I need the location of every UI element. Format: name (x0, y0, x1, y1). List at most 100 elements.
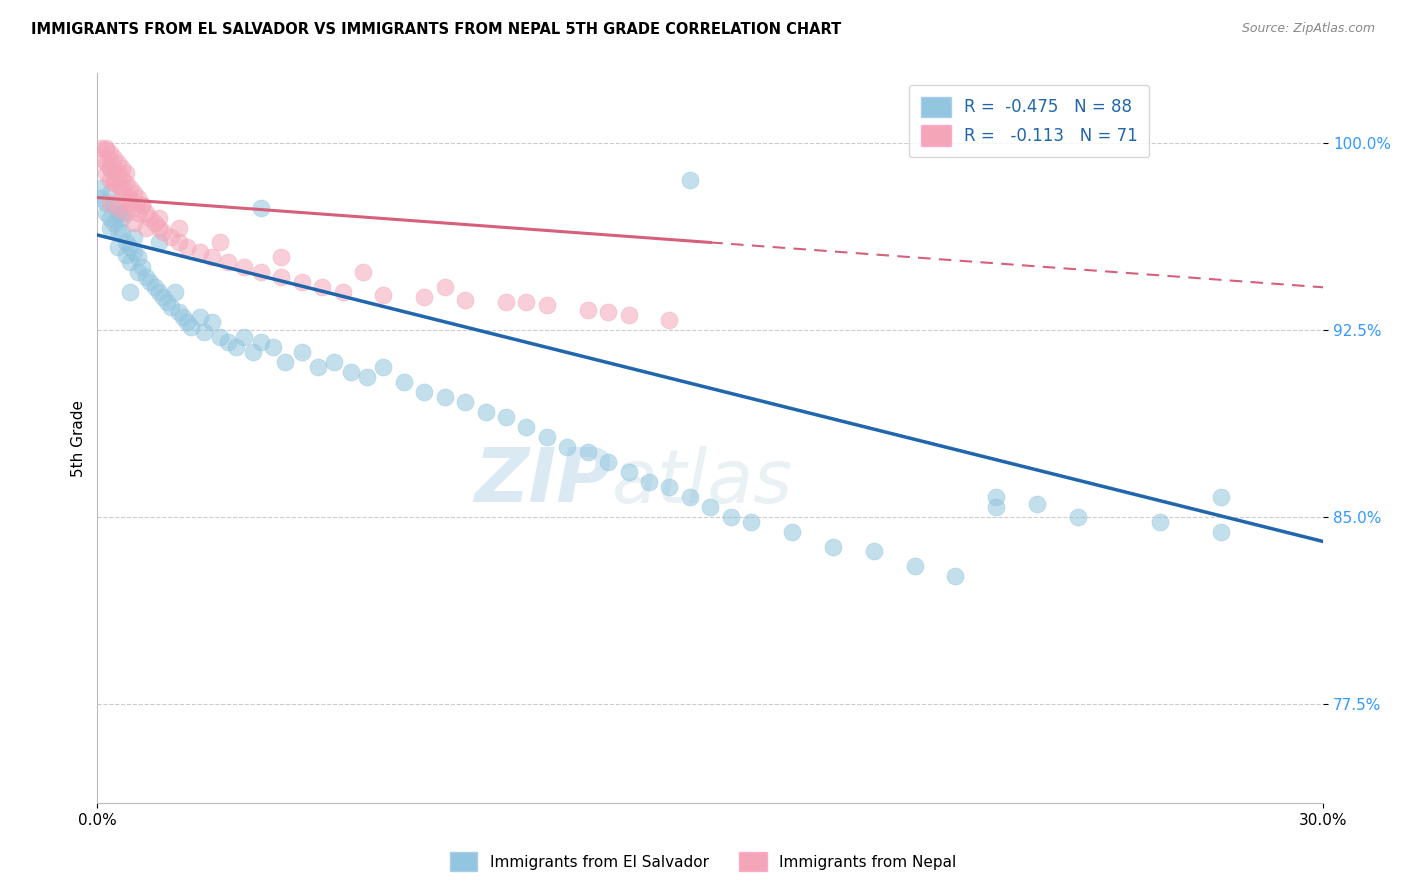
Point (118, 191, 141, 205)
Point (135, 270, 157, 285)
Point (98, 153, 121, 168)
Point (392, 375, 415, 389)
Point (167, 305, 190, 319)
Text: ZIP: ZIP (475, 445, 612, 518)
Point (413, 290, 436, 304)
Point (111, 211, 134, 225)
Point (270, 251, 292, 265)
Point (90, 151, 112, 165)
Point (270, 270, 292, 285)
Point (167, 235, 190, 250)
Point (495, 409, 517, 424)
Point (103, 163, 125, 178)
Point (115, 166, 138, 180)
Point (107, 155, 129, 169)
Point (127, 205, 149, 219)
Point (904, 559, 927, 574)
Point (208, 235, 231, 250)
Point (115, 235, 138, 250)
Point (94, 143, 117, 157)
Point (262, 340, 284, 354)
Point (188, 245, 211, 260)
Point (111, 186, 134, 200)
Point (617, 308, 640, 322)
Point (127, 251, 149, 265)
Point (274, 355, 297, 369)
Point (373, 287, 395, 301)
Point (143, 215, 166, 229)
Point (107, 166, 129, 180)
Legend: Immigrants from El Salvador, Immigrants from Nepal: Immigrants from El Salvador, Immigrants … (444, 847, 962, 877)
Point (740, 515, 762, 529)
Point (152, 290, 174, 304)
Point (148, 235, 170, 250)
Point (98, 161, 121, 175)
Point (1211, 524, 1233, 539)
Point (217, 335, 239, 350)
Point (103, 173, 125, 187)
Point (163, 285, 186, 300)
Point (122, 215, 145, 229)
Point (98, 145, 121, 160)
Point (103, 198, 125, 212)
Point (131, 260, 153, 275)
Point (986, 490, 1008, 504)
Point (98, 173, 121, 187)
Point (201, 251, 224, 265)
Point (90, 141, 112, 155)
Point (98, 186, 121, 200)
Point (658, 312, 681, 326)
Point (352, 265, 374, 279)
Point (118, 195, 141, 210)
Point (291, 276, 314, 290)
Point (167, 220, 190, 235)
Point (139, 211, 162, 225)
Point (180, 320, 202, 334)
Text: Source: ZipAtlas.com: Source: ZipAtlas.com (1241, 22, 1375, 36)
Point (111, 205, 134, 219)
Point (249, 335, 271, 350)
Point (122, 230, 145, 244)
Point (94, 195, 117, 210)
Point (111, 180, 134, 194)
Y-axis label: 5th Grade: 5th Grade (72, 400, 86, 476)
Point (107, 240, 129, 254)
Point (536, 430, 558, 444)
Point (1211, 490, 1233, 504)
Point (242, 345, 264, 359)
Point (122, 186, 145, 200)
Point (148, 211, 170, 225)
Point (94, 155, 117, 169)
Point (94, 141, 117, 155)
Point (332, 285, 354, 300)
Point (821, 540, 844, 554)
Point (103, 151, 125, 165)
Point (201, 315, 224, 329)
Point (176, 240, 198, 254)
Point (233, 260, 256, 275)
Point (945, 569, 967, 583)
Point (474, 405, 496, 419)
Point (139, 276, 162, 290)
Point (90, 180, 112, 194)
Point (103, 215, 125, 229)
Point (188, 310, 211, 325)
Point (225, 340, 247, 354)
Point (598, 305, 620, 319)
Point (433, 280, 456, 294)
Point (617, 465, 640, 479)
Point (118, 180, 141, 194)
Legend: R =  -0.475   N = 88, R =   -0.113   N = 71: R = -0.475 N = 88, R = -0.113 N = 71 (910, 85, 1150, 157)
Point (1149, 515, 1171, 529)
Point (454, 395, 477, 409)
Point (323, 355, 346, 369)
Point (135, 205, 157, 219)
Point (291, 345, 314, 359)
Point (115, 176, 138, 190)
Point (433, 390, 456, 404)
Point (679, 173, 702, 187)
Point (107, 223, 129, 237)
Point (90, 191, 112, 205)
Point (98, 195, 121, 210)
Point (160, 230, 183, 244)
